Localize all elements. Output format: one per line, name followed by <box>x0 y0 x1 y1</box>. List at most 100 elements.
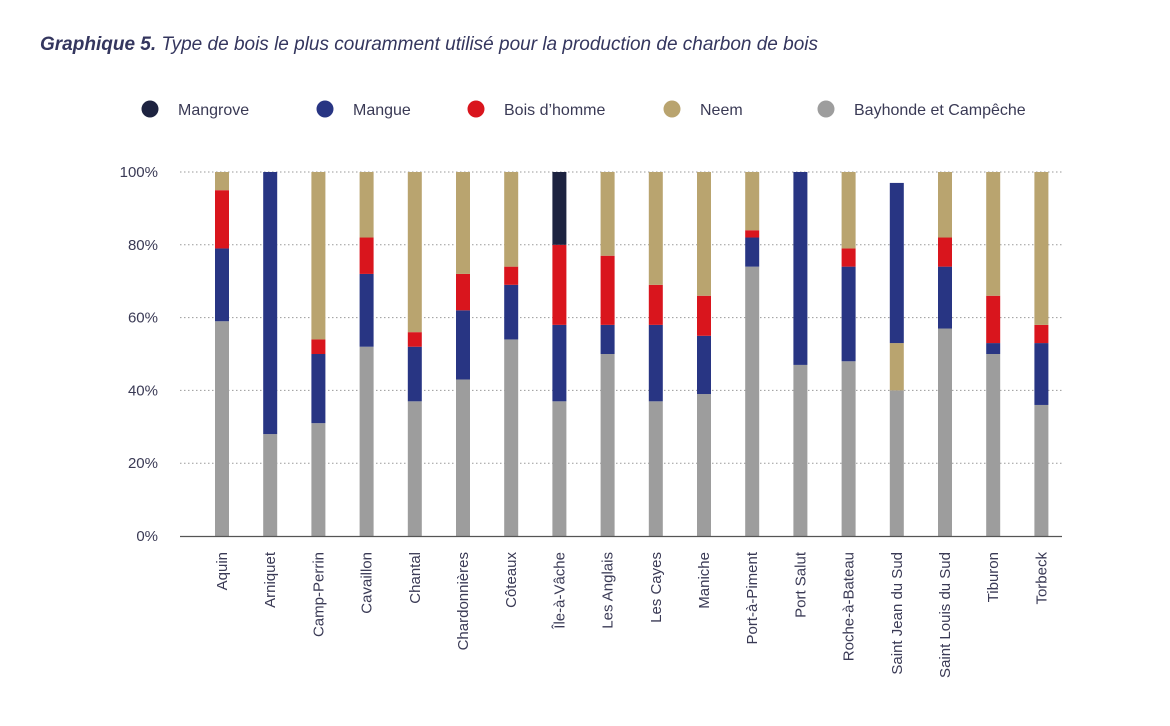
bar-segment-bayhonde-et-campeche <box>648 401 663 536</box>
bar-stack-maniche <box>697 172 711 536</box>
bar-segment-neem <box>986 172 1001 296</box>
legend-item-mangrove: Mangrove <box>141 100 249 119</box>
bar-segment-bois-d-homme <box>600 255 615 325</box>
bar-segment-neem <box>407 172 422 333</box>
legend-item-mangue: Mangue <box>316 100 411 119</box>
legend-label: Neem <box>700 102 743 119</box>
legend-swatch <box>817 100 835 118</box>
bar-segment-mangue <box>745 237 760 267</box>
x-tick-label: Saint Jean du Sud <box>889 552 906 675</box>
bar-segment-bayhonde-et-campeche <box>359 346 374 536</box>
bar-segment-bois-d-homme <box>938 237 952 267</box>
bar-stack-arniquet <box>263 172 278 536</box>
bar-segment-bayhonde-et-campeche <box>311 423 326 536</box>
x-tick-label: Côteaux <box>503 552 520 608</box>
y-tick-label: 0% <box>136 528 158 545</box>
bar-segment-bayhonde-et-campeche <box>938 328 952 536</box>
bar-segment-neem <box>841 172 856 249</box>
y-tick-label: 40% <box>128 382 158 399</box>
bar-segment-neem <box>889 343 904 391</box>
bar-segment-mangue <box>1034 343 1049 405</box>
x-tick-label: Port Salut <box>792 551 809 618</box>
bar-segment-bois-d-homme <box>407 332 422 347</box>
legend-label: Bayhonde et Campêche <box>854 102 1026 119</box>
bar-segment-mangue <box>600 324 615 354</box>
bar-segment-neem <box>1034 172 1049 325</box>
bar-stack-chardonnieres <box>456 172 470 536</box>
bar-stack-tiburon <box>986 172 1001 536</box>
bar-segment-bois-d-homme <box>504 266 519 285</box>
chart-title: Graphique 5. Type de bois le plus couram… <box>40 34 818 56</box>
bar-stack-saint-jean-du-sud <box>889 182 904 536</box>
bar-segment-bayhonde-et-campeche <box>407 401 422 536</box>
legend-swatch <box>316 100 334 118</box>
bar-segment-neem <box>311 172 326 340</box>
bar-segment-bayhonde-et-campeche <box>697 394 711 536</box>
bar-segment-mangue <box>938 266 952 329</box>
legend-item-bayhonde-et-campeche: Bayhonde et Campêche <box>817 100 1026 119</box>
bar-segment-neem <box>938 172 952 238</box>
bar-segment-neem <box>600 172 615 256</box>
bars <box>215 172 1049 536</box>
bar-segment-mangue <box>504 284 519 340</box>
bar-segment-mangue <box>456 310 470 380</box>
bar-stack-saint-louis-du-sud <box>938 172 952 536</box>
bar-stack-camp-perrin <box>311 172 326 536</box>
legend-swatch <box>467 100 485 118</box>
bar-stack-les-cayes <box>648 172 663 536</box>
bar-segment-neem <box>359 172 374 238</box>
bar-segment-bois-d-homme <box>311 339 326 354</box>
bar-segment-bayhonde-et-campeche <box>600 354 615 536</box>
bar-segment-bois-d-homme <box>648 284 663 325</box>
bar-stack-port-a-piment <box>745 172 760 536</box>
bar-segment-mangue <box>552 324 567 402</box>
bar-segment-neem <box>745 172 760 231</box>
bar-segment-mangue <box>697 335 711 395</box>
bar-segment-mangrove <box>552 172 567 245</box>
x-tick-label: Saint Louis du Sud <box>937 552 954 678</box>
bar-segment-bois-d-homme <box>1034 324 1049 344</box>
bar-segment-mangue <box>889 182 904 344</box>
x-tick-label: Tiburon <box>985 552 1002 602</box>
bar-segment-neem <box>648 172 663 285</box>
x-tick-label: Camp-Perrin <box>310 552 327 637</box>
bar-stack-aquin <box>215 172 229 536</box>
bar-segment-bois-d-homme <box>215 190 229 249</box>
bar-stack-port-salut <box>793 172 808 536</box>
bar-stack-roche-a-bateau <box>841 172 856 536</box>
bar-stack-cavaillon <box>359 172 374 536</box>
legend-item-neem: Neem <box>663 100 743 119</box>
bar-segment-bois-d-homme <box>359 237 374 274</box>
bar-segment-bayhonde-et-campeche <box>504 339 519 536</box>
bar-segment-bois-d-homme <box>745 230 760 238</box>
legend-label: Mangue <box>353 102 411 119</box>
bar-stack-coteaux <box>504 172 519 536</box>
bar-segment-bayhonde-et-campeche <box>552 401 567 536</box>
bar-segment-neem <box>504 172 519 267</box>
bar-segment-mangue <box>215 248 229 322</box>
bar-segment-bois-d-homme <box>552 244 567 325</box>
x-tick-label: Les Anglais <box>600 552 617 629</box>
x-tick-label: Chantal <box>407 552 424 604</box>
bar-segment-bayhonde-et-campeche <box>1034 404 1049 536</box>
bar-segment-bayhonde-et-campeche <box>841 361 856 536</box>
bar-segment-neem <box>215 172 229 191</box>
bar-segment-mangue <box>793 172 808 365</box>
x-tick-label: Chardonnières <box>455 552 472 650</box>
y-tick-label: 80% <box>128 237 158 254</box>
bar-segment-mangue <box>359 273 374 347</box>
y-axis: 0% 20% 40% 60% 80% 100% <box>120 164 158 545</box>
y-tick-label: 100% <box>120 164 158 181</box>
x-axis: Aquin Arniquet Camp-Perrin Cavaillon Chantal… <box>180 535 1062 678</box>
bar-segment-bois-d-homme <box>841 248 856 267</box>
bar-segment-mangue <box>841 266 856 362</box>
bar-stack-torbeck <box>1034 172 1049 536</box>
legend-label: Mangrove <box>178 102 249 119</box>
gridlines <box>180 171 1062 464</box>
bar-segment-mangue <box>263 172 278 435</box>
legend-swatch <box>663 100 681 118</box>
x-tick-label: Roche-à-Bateau <box>841 552 858 661</box>
y-tick-label: 20% <box>128 455 158 472</box>
y-tick-label: 60% <box>128 310 158 327</box>
